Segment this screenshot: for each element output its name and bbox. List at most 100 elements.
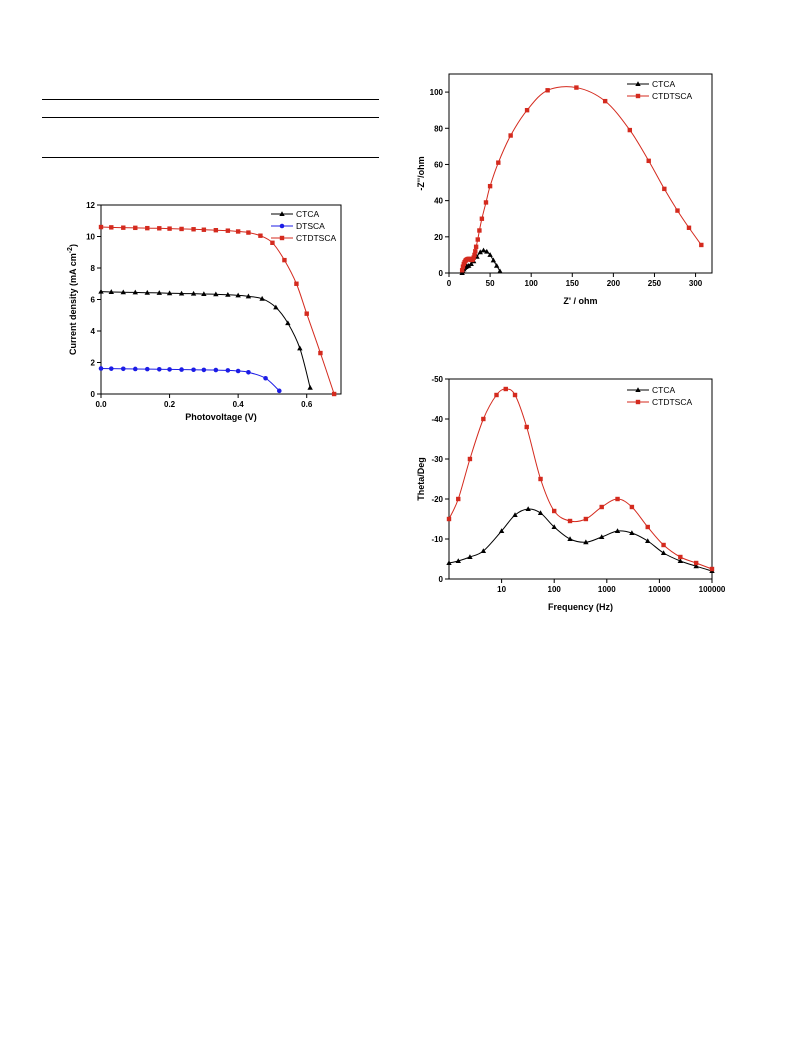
data-point [166, 290, 173, 296]
table-bottom-rule [42, 157, 379, 158]
data-point [270, 240, 275, 245]
data-point [179, 367, 184, 372]
data-point [294, 281, 299, 286]
y-tick-label: 12 [86, 201, 95, 210]
x-tick-label: 0.0 [95, 400, 107, 409]
data-point [318, 350, 323, 356]
data-point [245, 293, 252, 299]
data-point [468, 261, 474, 266]
data-point [661, 542, 666, 548]
data-point [120, 366, 126, 372]
data-point [235, 292, 241, 298]
legend-marker [279, 223, 285, 229]
y-tick-label: 100 [430, 88, 444, 97]
data-point [446, 516, 452, 522]
data-point [473, 249, 478, 254]
y-tick-label: -30 [431, 455, 443, 464]
data-point [132, 366, 138, 372]
data-point [156, 366, 162, 372]
y-tick-label: 2 [91, 359, 96, 368]
data-point [201, 227, 207, 232]
data-point [446, 560, 452, 565]
data-point [675, 208, 680, 213]
x-tick-label: 150 [566, 279, 580, 288]
data-point [503, 386, 508, 392]
x-tick-label: 100000 [699, 585, 726, 594]
x-tick-label: 200 [607, 279, 621, 288]
data-point [484, 248, 490, 254]
data-point [235, 368, 241, 374]
data-point [475, 237, 480, 242]
data-point [213, 291, 219, 297]
data-point [662, 186, 667, 192]
table-header-rule [42, 117, 379, 118]
data-point [191, 227, 196, 232]
x-axis-label: Z' / ohm [563, 296, 597, 306]
y-tick-label: -10 [431, 535, 443, 544]
data-point [646, 158, 651, 164]
data-point [282, 257, 287, 263]
data-point [473, 244, 479, 249]
y-tick-label: 0 [439, 269, 444, 278]
data-point [191, 367, 196, 373]
data-point [225, 368, 231, 373]
data-point [525, 506, 531, 511]
legend-marker [635, 81, 641, 86]
data-point [480, 548, 487, 553]
data-point [524, 107, 530, 113]
legend-label: CTCA [296, 209, 319, 219]
data-point [157, 226, 162, 231]
data-point [583, 516, 589, 522]
data-point [258, 233, 263, 238]
data-point [629, 504, 635, 510]
legend-marker [279, 235, 285, 241]
data-point [246, 369, 251, 375]
data-point [567, 518, 573, 524]
data-point [297, 345, 303, 351]
data-point [133, 225, 138, 231]
data-point [709, 566, 715, 572]
data-point [693, 560, 699, 566]
data-point [235, 229, 241, 234]
data-point [460, 264, 466, 269]
data-point [678, 554, 683, 560]
plot-frame [448, 378, 713, 580]
data-point [145, 225, 150, 231]
y-tick-label: 20 [434, 233, 443, 242]
data-point [259, 295, 265, 301]
legend-label: CTCA [652, 79, 675, 89]
series-dtsca [98, 366, 282, 394]
data-point [480, 247, 487, 253]
y-axis-label: -Z''/ohm [416, 156, 426, 190]
data-point [686, 225, 692, 230]
data-point [481, 416, 486, 422]
table-top-rule [42, 99, 379, 100]
y-tick-label: 0 [439, 575, 444, 584]
data-point [471, 255, 476, 260]
data-point [456, 496, 461, 502]
data-point [225, 228, 231, 233]
data-point [472, 252, 477, 258]
legend-marker [635, 399, 641, 405]
data-point [524, 424, 529, 430]
y-tick-label: 40 [434, 197, 443, 206]
data-point [132, 289, 138, 295]
data-point [246, 230, 251, 235]
series-ctca [446, 506, 715, 573]
data-point [179, 226, 184, 232]
data-point [512, 392, 518, 398]
series-ctdtsca [446, 386, 715, 572]
data-point [263, 375, 268, 381]
x-tick-label: 100 [525, 279, 539, 288]
data-point [551, 524, 557, 529]
y-tick-label: 60 [434, 160, 443, 169]
data-point [599, 504, 604, 510]
y-tick-label: -50 [431, 375, 443, 384]
legend-label: DTSCA [296, 221, 325, 231]
legend-label: CTCA [652, 385, 675, 395]
data-point [496, 160, 501, 165]
data-point [331, 391, 337, 397]
legend-marker [635, 93, 641, 99]
data-point [190, 290, 197, 296]
data-point [677, 558, 684, 563]
